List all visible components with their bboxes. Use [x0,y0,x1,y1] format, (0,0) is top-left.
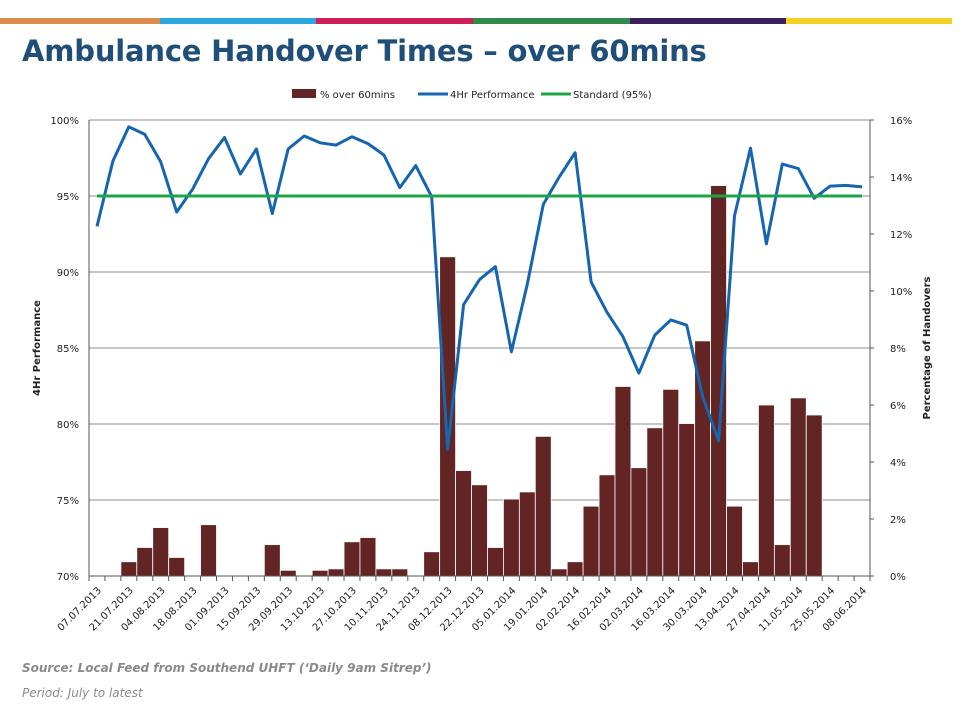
y-right-tick-label: 4% [890,458,906,469]
bar [566,561,584,577]
bar [471,484,488,577]
legend-label: 4Hr Performance [450,90,535,101]
bar [311,569,329,577]
y-left-tick-label: 80% [57,420,79,431]
bar [582,505,600,577]
y-right-tick-label: 2% [890,515,906,526]
accent-segment [786,18,952,24]
y-right-tick-label: 14% [890,173,912,184]
bar [152,527,170,577]
source-note: Source: Local Feed from Southend UHFT (‘… [22,661,432,675]
y-left-tick-label: 100% [50,116,79,127]
bar [598,474,616,577]
y-left-tick-label: 95% [57,192,79,203]
bar [279,569,297,577]
bar [726,505,743,577]
bar [375,568,393,577]
bar [455,470,472,577]
bar [614,386,632,577]
y-left-tick-label: 85% [57,344,79,355]
bar [263,544,281,577]
legend-label: % over 60mins [320,90,395,101]
accent-segment [630,18,786,24]
y-left-tick-label: 70% [57,572,79,583]
bar [423,551,441,577]
page-title: Ambulance Handover Times – over 60mins [22,34,707,68]
bar [518,491,536,577]
y-left-axis-label: 4Hr Performance [32,300,43,396]
header-accent-bar [0,18,960,24]
bar [773,544,791,577]
accent-segment [316,18,473,24]
accent-segment [0,18,160,24]
bar [805,414,823,577]
y-left-tick-label: 75% [57,496,79,507]
y-right-tick-label: 8% [890,344,906,355]
bar [758,404,775,577]
bar [391,568,409,577]
bar [534,435,552,577]
legend-label: Standard (95%) [573,90,652,101]
bar [662,388,680,577]
combo-chart: 70% 75% 80% 85% 90% 95% 100% 0% 2% 4% 6% 8% 10% 12% 14… [32,89,933,634]
bar [120,561,138,577]
bar [439,256,456,577]
accent-segment [160,18,316,24]
y-right-tick-label: 16% [890,116,912,127]
bar [630,467,648,577]
legend-swatch [292,89,316,98]
y-right-tick-label: 6% [890,401,906,412]
y-right-tick-label: 10% [890,287,912,298]
bar [550,568,568,577]
bar [646,427,664,577]
bar [200,524,217,577]
accent-segment [473,18,630,24]
bar [343,541,361,577]
y-left-tick-label: 90% [57,268,79,279]
bar [359,537,377,577]
bar [742,561,759,577]
bar [789,397,807,577]
series-line [95,125,863,451]
y-right-tick-label: 0% [890,572,906,583]
bar [487,547,504,577]
y-right-tick-label: 12% [890,230,912,241]
bar [678,423,696,577]
bar [503,498,520,577]
y-right-axis-label: Percentage of Handovers [922,276,933,419]
bar [136,547,154,577]
bar [168,557,186,577]
bar [327,568,345,577]
period-note: Period: July to latest [22,686,143,700]
